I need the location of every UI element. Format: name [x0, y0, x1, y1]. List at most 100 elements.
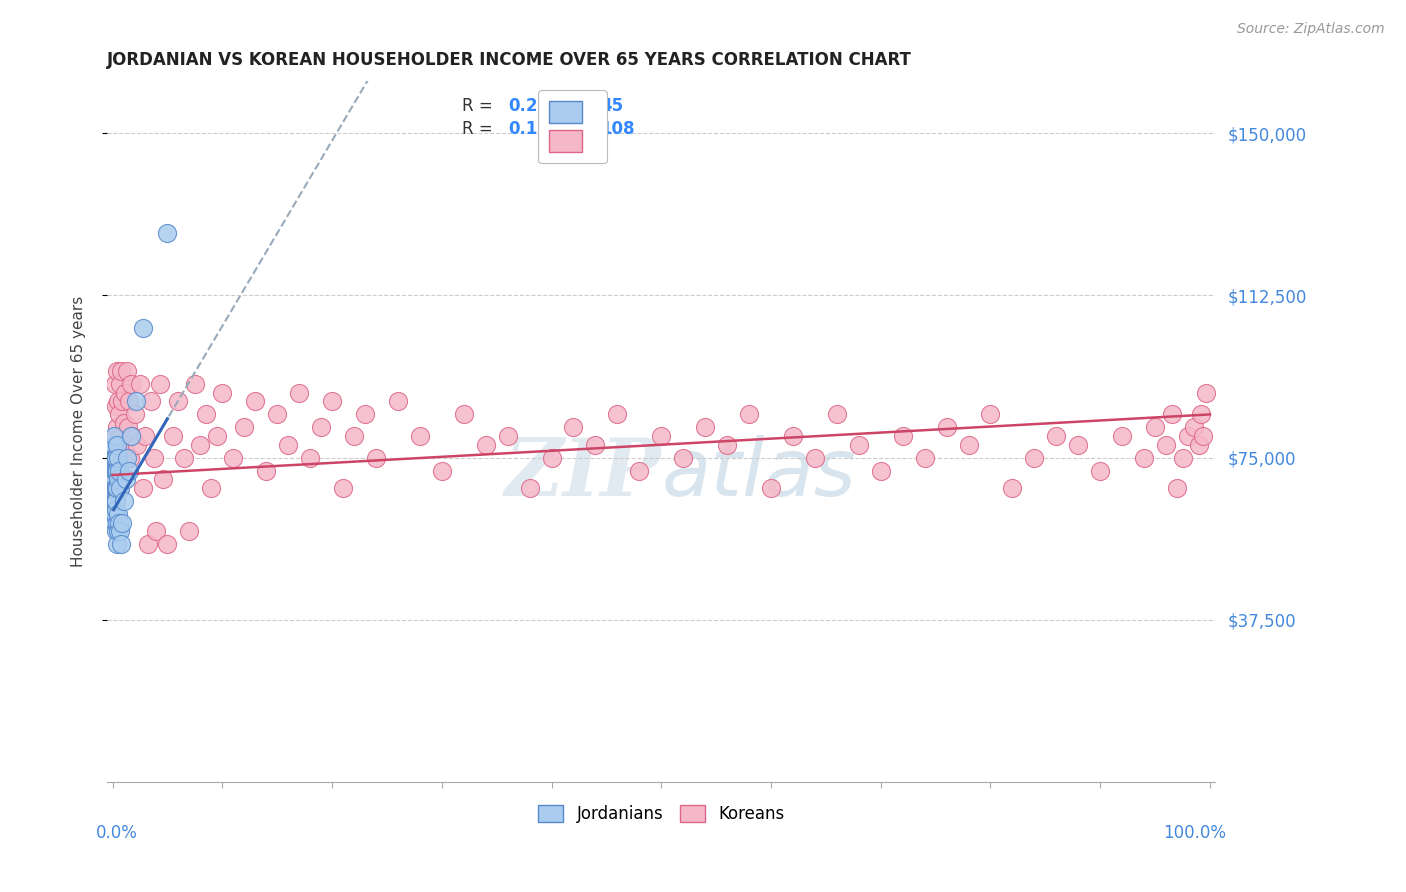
Point [914, 450, 936, 465]
Point [110, 481, 132, 495]
Text: N =: N = [550, 96, 596, 115]
Point [1111, 429, 1133, 443]
Point [105, 516, 128, 530]
Point [409, 429, 432, 443]
Point [266, 408, 288, 422]
Point [804, 450, 827, 465]
Point [104, 524, 127, 539]
Point [107, 394, 129, 409]
Point [869, 464, 891, 478]
Point [104, 377, 127, 392]
Point [108, 464, 131, 478]
Point [891, 429, 914, 443]
Point [103, 464, 125, 478]
Point [387, 394, 409, 409]
Point [1171, 450, 1194, 465]
Point [759, 481, 782, 495]
Point [117, 420, 139, 434]
Point [156, 226, 179, 240]
Point [254, 464, 277, 478]
Point [188, 438, 211, 452]
Point [716, 438, 738, 452]
Point [288, 385, 311, 400]
Point [103, 429, 125, 443]
Text: JORDANIAN VS KOREAN HOUSEHOLDER INCOME OVER 65 YEARS CORRELATION CHART: JORDANIAN VS KOREAN HOUSEHOLDER INCOME O… [107, 51, 912, 69]
Point [738, 408, 761, 422]
Point [1192, 429, 1215, 443]
Text: N =: N = [550, 120, 596, 138]
Text: R =: R = [461, 120, 498, 138]
Point [124, 408, 146, 422]
Text: 0.0%: 0.0% [96, 824, 138, 842]
Point [1166, 481, 1188, 495]
Point [103, 450, 125, 465]
Point [104, 502, 127, 516]
Point [173, 450, 195, 465]
Point [104, 464, 127, 478]
Point [211, 385, 233, 400]
Text: ZIP: ZIP [505, 435, 661, 513]
Point [562, 420, 585, 434]
Point [105, 481, 128, 495]
Point [1067, 438, 1090, 452]
Text: 108: 108 [600, 120, 634, 138]
Point [474, 438, 496, 452]
Point [104, 494, 127, 508]
Point [1194, 385, 1216, 400]
Point [233, 420, 256, 434]
Point [114, 385, 136, 400]
Point [103, 507, 125, 521]
Point [115, 364, 138, 378]
Point [111, 450, 134, 465]
Point [107, 472, 129, 486]
Point [695, 420, 717, 434]
Point [1024, 450, 1046, 465]
Point [105, 537, 128, 551]
Point [105, 464, 128, 478]
Point [309, 420, 332, 434]
Point [321, 394, 343, 409]
Point [104, 481, 127, 495]
Point [121, 429, 143, 443]
Point [105, 420, 128, 434]
Point [179, 524, 201, 539]
Point [114, 446, 136, 460]
Point [107, 472, 129, 486]
Point [606, 408, 628, 422]
Point [104, 494, 127, 508]
Point [672, 450, 695, 465]
Point [1045, 429, 1067, 443]
Point [129, 377, 152, 392]
Point [110, 429, 132, 443]
Point [519, 481, 541, 495]
Point [108, 408, 131, 422]
Text: 45: 45 [600, 96, 623, 115]
Point [124, 394, 146, 409]
Point [104, 481, 127, 495]
Point [139, 394, 162, 409]
Point [118, 394, 141, 409]
Text: 0.213: 0.213 [509, 96, 561, 115]
Point [935, 420, 957, 434]
Point [107, 507, 129, 521]
Point [103, 472, 125, 486]
Text: Source: ZipAtlas.com: Source: ZipAtlas.com [1237, 22, 1385, 37]
Point [115, 450, 138, 465]
Point [540, 450, 562, 465]
Point [364, 450, 387, 465]
Point [825, 408, 848, 422]
Point [104, 507, 127, 521]
Point [136, 537, 159, 551]
Point [104, 450, 127, 465]
Point [104, 450, 127, 465]
Point [104, 399, 127, 413]
Point [1188, 438, 1211, 452]
Point [104, 464, 127, 478]
Point [112, 416, 135, 430]
Point [332, 481, 354, 495]
Point [162, 429, 184, 443]
Point [108, 438, 131, 452]
Point [1189, 408, 1212, 422]
Point [112, 494, 135, 508]
Point [104, 464, 127, 478]
